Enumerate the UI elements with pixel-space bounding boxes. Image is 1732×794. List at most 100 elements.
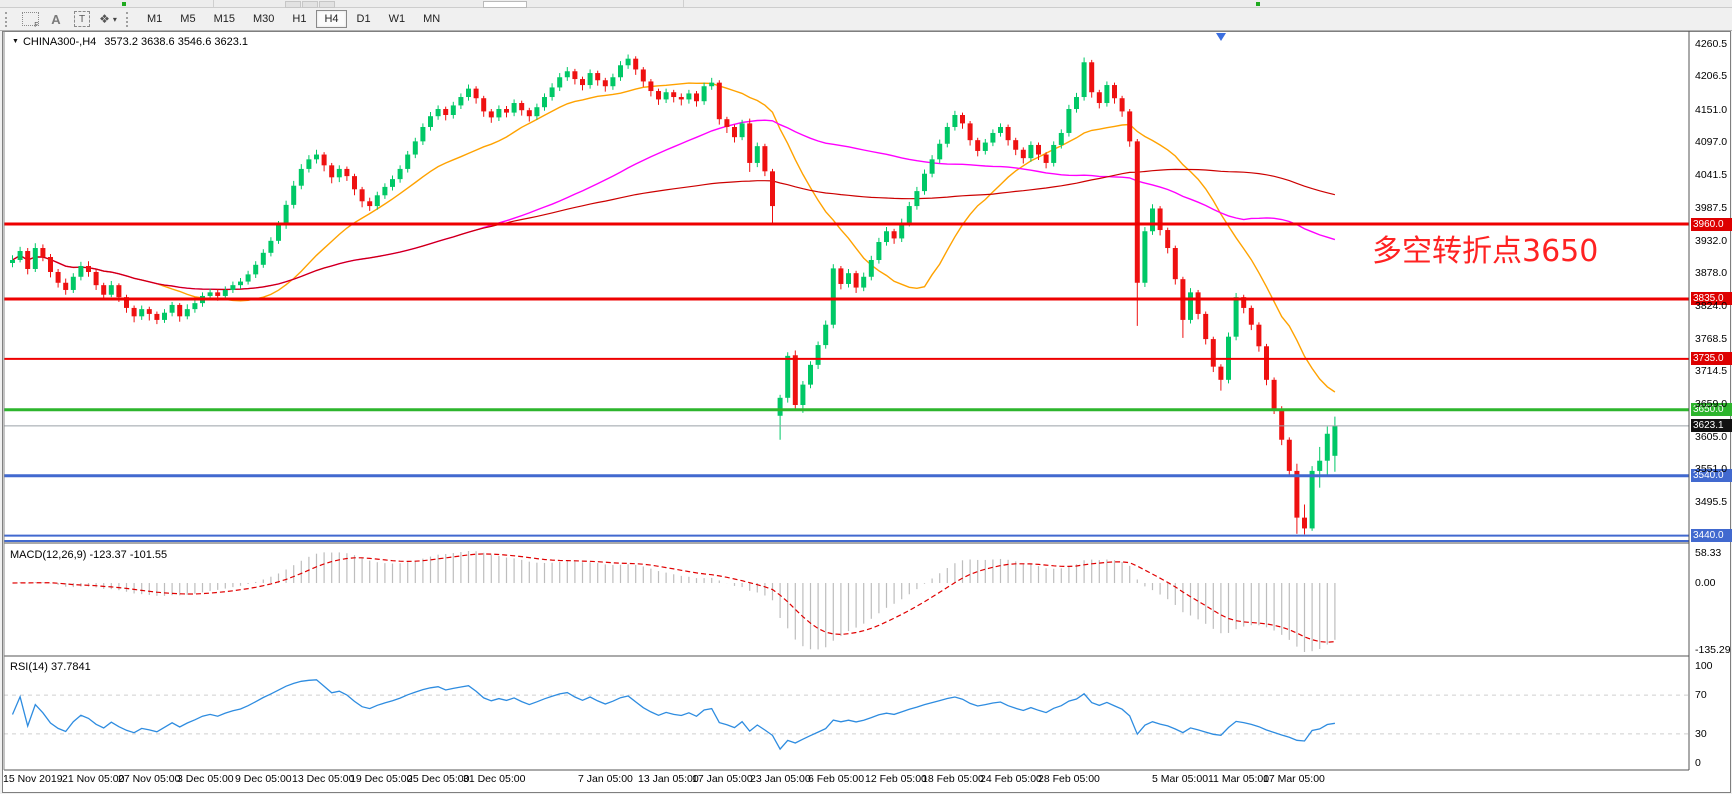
timeframe-button-w1[interactable]: W1 <box>388 13 406 25</box>
candle-body <box>1142 231 1148 283</box>
candle-body <box>960 115 965 124</box>
candle-body <box>1036 144 1041 155</box>
candle-body <box>116 285 122 298</box>
candle-body <box>724 119 730 127</box>
candle-body <box>656 91 661 100</box>
candle-body <box>1271 379 1277 409</box>
letter-a-icon: A <box>51 11 61 27</box>
rsi-pane[interactable] <box>4 679 1689 751</box>
candle-body <box>967 123 973 141</box>
candle-body <box>861 276 867 288</box>
candle-body <box>944 126 950 144</box>
candle-body <box>382 186 388 196</box>
candle-body <box>587 73 593 86</box>
timeframe-button-h1[interactable]: H1 <box>292 13 307 25</box>
candle-body <box>830 268 836 325</box>
chevron-down-icon: ▾ <box>112 14 117 24</box>
candle-body <box>732 126 737 138</box>
candle-body <box>1294 470 1300 518</box>
snap-grid-tool-button[interactable]: F <box>18 10 42 29</box>
candle-body <box>1218 366 1224 380</box>
shapes-icon: ❖ <box>99 12 111 26</box>
candle-body <box>1127 111 1133 142</box>
candle-body <box>770 171 775 207</box>
scroll-shift-marker[interactable] <box>1216 33 1226 41</box>
chart-title: ▼ CHINA300-,H4 3573.2 3638.6 3546.6 3623.1 <box>12 36 248 48</box>
candle-body <box>1043 154 1049 163</box>
candle-body <box>230 285 236 290</box>
candle-body <box>519 103 525 111</box>
candle-body <box>557 77 563 88</box>
candle-body <box>580 79 585 86</box>
candle-body <box>1089 62 1095 93</box>
candle-body <box>1302 517 1307 529</box>
text-box-icon: T <box>74 11 90 27</box>
timeframe-button-m5[interactable]: M5 <box>180 13 196 25</box>
candle-body <box>1074 97 1079 110</box>
candle-body <box>32 248 38 269</box>
candle-body <box>1332 425 1338 456</box>
candle-body <box>466 88 471 98</box>
candle-body <box>344 168 350 177</box>
candle-body <box>184 309 190 317</box>
chart-symbol-label: CHINA300-,H4 <box>22 36 97 48</box>
candle-body <box>572 71 578 80</box>
candle-body <box>1134 141 1140 283</box>
timeframe-toolbar: M1 M5 M15 M30 H1 H4 D1 W1 MN <box>138 10 449 28</box>
main-pane[interactable] <box>4 54 1689 543</box>
candle-body <box>1195 292 1201 314</box>
candle-body <box>154 313 160 320</box>
clipped-toolbar-row <box>0 0 1732 8</box>
candle-body <box>640 69 646 82</box>
timeframe-button-h4[interactable]: H4 <box>316 10 347 28</box>
toolbar-grip[interactable] <box>126 11 132 27</box>
candle-body <box>108 285 114 295</box>
drawing-toolbar: F A T ❖ ▾ M1 M5 M15 M30 H1 H4 D1 W1 MN <box>0 8 1732 31</box>
timeframe-button-d1[interactable]: D1 <box>356 13 371 25</box>
candle-body <box>891 231 897 239</box>
timeframe-button-m1[interactable]: M1 <box>147 13 163 25</box>
candle-body <box>922 173 927 192</box>
toolbar-grip[interactable] <box>5 11 11 27</box>
candle-body <box>139 309 145 317</box>
candle-body <box>686 93 692 100</box>
candle-body <box>131 307 137 317</box>
candle-body <box>1028 144 1034 159</box>
collapse-triangle-icon[interactable]: ▼ <box>12 38 19 45</box>
candle-body <box>268 240 274 253</box>
candle-body <box>625 58 631 66</box>
candle-body <box>929 159 935 174</box>
candle-body <box>352 176 357 190</box>
candle-body <box>1233 297 1239 337</box>
candle-body <box>1119 98 1125 112</box>
text-box-tool-button[interactable]: T <box>70 10 94 28</box>
candle-body <box>1264 346 1269 380</box>
rsi-line <box>11 679 1336 751</box>
timeframe-button-m30[interactable]: M30 <box>252 13 275 25</box>
candle-body <box>777 397 783 416</box>
text-label-tool-button[interactable]: A <box>44 10 68 28</box>
chart-annotation[interactable]: 多空转折点3650 <box>1372 234 1599 269</box>
timeframe-button-m15[interactable]: M15 <box>213 13 235 25</box>
candle-body <box>1317 460 1323 471</box>
toolbar-fragment <box>285 1 301 8</box>
candle-body <box>1081 62 1087 98</box>
candle-body <box>762 146 768 172</box>
candle-body <box>1005 126 1011 141</box>
candle-body <box>101 285 107 295</box>
timeframe-button-mn[interactable]: MN <box>423 13 441 25</box>
candle-body <box>215 292 221 296</box>
candle-body <box>458 97 464 106</box>
macd-pane[interactable] <box>12 551 1336 652</box>
candle-body <box>868 259 874 277</box>
candle-body <box>314 154 319 160</box>
chart-window[interactable] <box>2 31 1731 793</box>
candle-body <box>709 82 715 87</box>
candle-body <box>435 109 441 117</box>
candle-body <box>1188 292 1193 320</box>
candle-body <box>884 231 889 243</box>
candle-body <box>10 259 15 263</box>
shapes-tool-button[interactable]: ❖ ▾ <box>96 10 120 28</box>
candle-body <box>1248 307 1254 325</box>
